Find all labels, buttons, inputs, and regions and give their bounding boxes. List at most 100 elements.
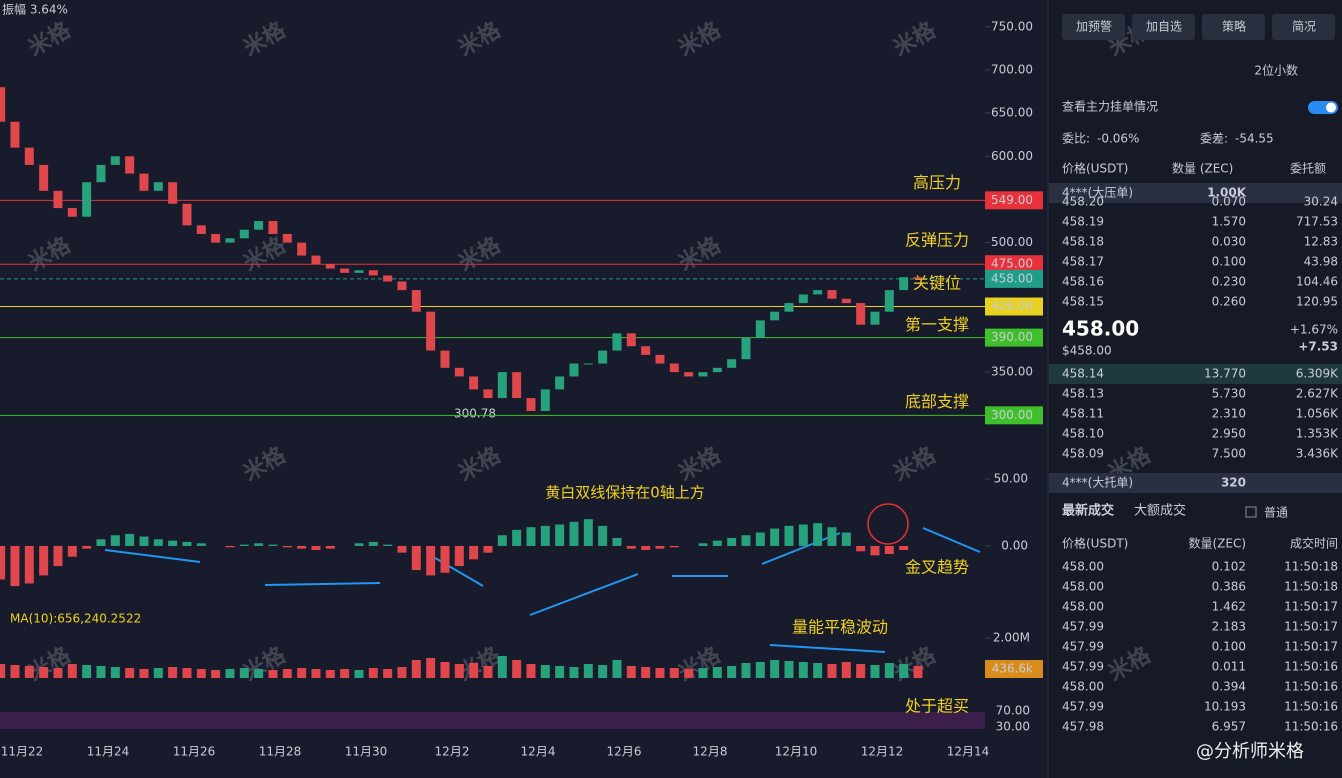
macd-bar bbox=[82, 545, 92, 549]
button[interactable] bbox=[1132, 14, 1195, 40]
macd-bar bbox=[39, 545, 49, 576]
checkbox[interactable] bbox=[1245, 506, 1257, 518]
x-tick-label: 12月6 bbox=[607, 745, 642, 759]
macd-bar bbox=[426, 545, 436, 576]
x-tick-label: 11月28 bbox=[259, 745, 302, 759]
ask-cell: 458.19 bbox=[1062, 215, 1104, 229]
bid-highlight bbox=[1049, 364, 1342, 384]
trade-cell: 6.957 bbox=[1212, 720, 1246, 734]
tab[interactable]: 大额成交 bbox=[1134, 503, 1186, 519]
button[interactable] bbox=[1202, 14, 1265, 40]
candle bbox=[110, 156, 120, 165]
level-note: 高压力 bbox=[913, 173, 961, 192]
macd-bar bbox=[67, 545, 77, 557]
decimals[interactable]: 2位小数 bbox=[1254, 63, 1298, 78]
volume-bar bbox=[239, 668, 249, 678]
trade-cell: 11:50:17 bbox=[1284, 620, 1338, 634]
candle bbox=[196, 225, 206, 234]
volume-bar bbox=[39, 667, 49, 678]
candle bbox=[727, 359, 737, 368]
candle bbox=[411, 290, 421, 312]
trade-header: 成交时间 bbox=[1290, 536, 1338, 551]
macd-bar bbox=[239, 544, 249, 546]
trade-cell: 458.00 bbox=[1062, 600, 1104, 614]
button[interactable] bbox=[1062, 14, 1125, 40]
macd-bar bbox=[899, 545, 909, 550]
macd-tick-label: 0.00 bbox=[1001, 538, 1028, 552]
trade-header: 数量(ZEC) bbox=[1188, 536, 1246, 551]
x-tick-label: 12月4 bbox=[521, 745, 556, 759]
annotation: 处于超买 bbox=[905, 697, 969, 716]
macd-bar bbox=[297, 545, 307, 549]
candle bbox=[540, 389, 550, 412]
macd-bar bbox=[110, 535, 120, 546]
chart-bg bbox=[0, 0, 1048, 778]
volume-bar bbox=[10, 665, 20, 678]
bid-cell: 13.770 bbox=[1204, 367, 1246, 381]
volume-bar bbox=[827, 664, 837, 678]
candle bbox=[497, 372, 507, 399]
trade-cell: 11:50:18 bbox=[1284, 580, 1338, 594]
y-tick-label: 600.00 bbox=[991, 149, 1033, 163]
trade-cell: 457.98 bbox=[1062, 720, 1104, 734]
depth-link[interactable]: 查看主力挂单情况 bbox=[1062, 100, 1158, 114]
level-note: 底部支撑 bbox=[905, 392, 969, 411]
ask-cell: 0.030 bbox=[1212, 235, 1246, 249]
bid-cell: 5.730 bbox=[1212, 387, 1246, 401]
volume-bar bbox=[397, 667, 407, 678]
trade-cell: 458.00 bbox=[1062, 580, 1104, 594]
button-label[interactable]: 加自选 bbox=[1146, 20, 1182, 34]
ask-cell: 458.18 bbox=[1062, 235, 1104, 249]
volume-bar bbox=[254, 669, 264, 678]
candle bbox=[712, 367, 722, 373]
x-tick-label: 12月10 bbox=[775, 745, 818, 759]
candle bbox=[67, 208, 77, 217]
button-label[interactable]: 简况 bbox=[1292, 20, 1316, 34]
volume-bar bbox=[555, 666, 565, 678]
x-tick-label: 11月30 bbox=[345, 745, 388, 759]
macd-bar bbox=[225, 545, 235, 548]
volume-bar bbox=[813, 663, 823, 678]
annotation: 量能平稳波动 bbox=[792, 618, 888, 637]
ask-cell: 0.100 bbox=[1212, 255, 1246, 269]
level-note: 关键位 bbox=[913, 273, 961, 292]
button-label[interactable]: 加预警 bbox=[1076, 19, 1112, 34]
level-badge bbox=[985, 297, 1043, 316]
button[interactable] bbox=[1272, 14, 1335, 40]
ask-cell: 120.95 bbox=[1296, 295, 1338, 309]
volume-bar bbox=[225, 669, 235, 678]
tab[interactable]: 最新成交 bbox=[1062, 503, 1114, 519]
y-tick-label: 700.00 bbox=[991, 62, 1033, 76]
trade-cell: 11:50:16 bbox=[1284, 700, 1338, 714]
candle bbox=[669, 363, 679, 373]
big-ask-value: 1.00K bbox=[1207, 186, 1247, 200]
candle bbox=[24, 147, 34, 165]
column-header: 数量 (ZEC) bbox=[1172, 161, 1233, 176]
big-ask-row bbox=[1049, 183, 1342, 203]
bid-cell: 458.10 bbox=[1062, 427, 1104, 441]
rsi-tick: 30.00 bbox=[996, 720, 1030, 734]
candle bbox=[655, 354, 665, 364]
macd-bar bbox=[168, 540, 178, 546]
volume-bar bbox=[0, 664, 6, 678]
ask-cell: 0.260 bbox=[1212, 295, 1246, 309]
macd-bar bbox=[0, 545, 6, 580]
trade-cell: 457.99 bbox=[1062, 640, 1104, 654]
macd-bar bbox=[770, 528, 780, 546]
macd-bar bbox=[53, 545, 63, 567]
y-tick-label: 350.00 bbox=[991, 365, 1033, 379]
macd-bar bbox=[641, 545, 651, 550]
annotation: 金叉趋势 bbox=[905, 558, 969, 577]
ask-cell: 104.46 bbox=[1296, 275, 1338, 289]
button-label[interactable]: 策略 bbox=[1222, 19, 1246, 34]
macd-bar bbox=[325, 545, 335, 549]
trade-cell: 457.99 bbox=[1062, 700, 1104, 714]
macd-bar bbox=[698, 543, 708, 546]
change-pct: +1.67% bbox=[1290, 323, 1338, 337]
macd-bar bbox=[827, 527, 837, 546]
ask-cell: 458.15 bbox=[1062, 295, 1104, 309]
candle bbox=[82, 182, 92, 217]
candle bbox=[899, 277, 909, 291]
volume-bar bbox=[168, 667, 178, 678]
